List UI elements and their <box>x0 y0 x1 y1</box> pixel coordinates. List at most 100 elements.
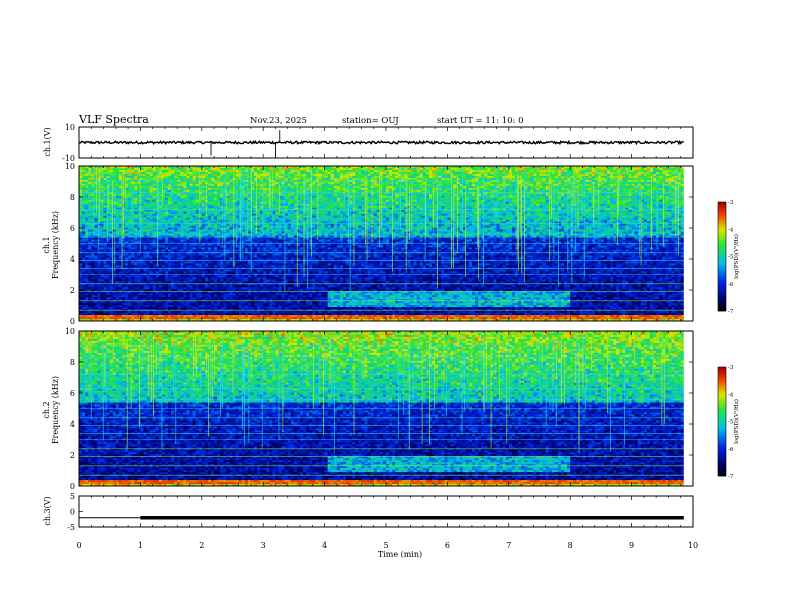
ch1-spectrogram-cell <box>125 196 128 198</box>
ch1-spectrogram-cell <box>199 190 202 192</box>
ch1-spectrogram-cell <box>229 247 232 249</box>
ch1-spectrogram-cell <box>128 265 131 267</box>
ch1-spectrogram-cell <box>174 212 177 214</box>
ch1-spectrogram-cell <box>229 285 232 287</box>
ch1-spectrogram-cell <box>168 261 171 263</box>
ch1-spectrogram-cell <box>128 202 131 204</box>
ch1-spectrogram-cell <box>100 289 103 291</box>
ch1-spectrogram-cell <box>131 216 134 218</box>
ch1-spectrogram-cell <box>177 261 180 263</box>
ch1-spectrogram-cell <box>226 277 229 279</box>
ch1-spectrogram-cell <box>202 293 205 295</box>
ch1-spectrogram-cell <box>97 214 100 216</box>
ch1-spectrogram-cell <box>257 180 260 182</box>
ch1-spectrogram-cell <box>94 313 97 315</box>
ch1-spectrogram-cell <box>211 196 214 198</box>
ch1-spectrogram-cell <box>177 196 180 198</box>
ch1-spectrogram-cell <box>171 232 174 234</box>
ch1-spectrogram-cell <box>147 220 150 222</box>
ch1-spectrogram-cell <box>196 194 199 196</box>
ch1-spectrogram-cell <box>128 255 131 257</box>
ch1-spectrogram-cell <box>226 269 229 271</box>
ch1-spectrogram-cell <box>85 182 88 184</box>
ch1-spectrogram-cell <box>143 196 146 198</box>
ch1-spectrogram-cell <box>168 287 171 289</box>
ch1-spectrogram-cell <box>183 206 186 208</box>
ch1-spectrogram-cell <box>214 176 217 178</box>
ch1-spectrogram-cell <box>174 218 177 220</box>
ch1-spectrogram-cell <box>174 214 177 216</box>
ch1-spectrogram-cell <box>208 202 211 204</box>
ch1-spectrogram-cell <box>220 303 223 305</box>
ch1-spectrogram-cell <box>177 305 180 307</box>
ch1-spectrogram-cell <box>193 255 196 257</box>
ch1-spectrogram-cell <box>88 220 91 222</box>
ch1-spectrogram-cell <box>140 303 143 305</box>
ch1-spectrogram-cell <box>205 301 208 303</box>
ch1-spectrogram-cell <box>180 301 183 303</box>
ch1-spectrogram-cell <box>140 170 143 172</box>
ch1-spectrogram-cell <box>266 293 269 295</box>
ch1-spectrogram-cell <box>128 220 131 222</box>
ch1-spectrogram-cell <box>186 317 189 319</box>
ch1-spectrogram-cell <box>202 188 205 190</box>
ch1-spectrogram-cell <box>131 249 134 251</box>
ch1-spectrogram-cell <box>131 255 134 257</box>
ch1-spectrogram-cell <box>211 182 214 184</box>
ch1-spectrogram-cell <box>180 178 183 180</box>
ch1-spectrogram-cell <box>211 247 214 249</box>
ch1-spectrogram-cell <box>91 230 94 232</box>
ch1-spectrogram-cell <box>202 261 205 263</box>
ch1-spectrogram-cell <box>159 190 162 192</box>
ch1-spectrogram-cell <box>183 295 186 297</box>
ch1-spectrogram-cell <box>88 238 91 240</box>
ch1-spectrogram-cell <box>223 281 226 283</box>
ch1-spectrogram-cell <box>260 311 263 313</box>
ch1-spectrogram-cell <box>174 293 177 295</box>
ch1-spectrogram-cell <box>199 247 202 249</box>
ch1-spectrogram-cell <box>79 255 82 257</box>
ch1-spectrogram-cell <box>208 317 211 319</box>
ch1-spectrogram-cell <box>116 247 119 249</box>
ch1-spectrogram-cell <box>254 168 257 170</box>
ch1-spectrogram-cell <box>269 232 272 234</box>
header-date: Nov.23, 2025 <box>250 116 307 126</box>
ch1-spectrogram-cell <box>82 263 85 265</box>
ch1-spectrogram-cell <box>186 194 189 196</box>
ch1-spectrogram-cell <box>79 317 82 319</box>
ch1-spectrogram-cell <box>162 293 165 295</box>
ch1-spectrogram-cell <box>199 249 202 251</box>
ch1-spectrogram-cell <box>168 214 171 216</box>
ch1-spectrogram-cell <box>229 204 232 206</box>
ch1-spectrogram-cell <box>202 277 205 279</box>
ch1-spectrogram-cell <box>193 226 196 228</box>
ch1-spectrogram-cell <box>91 247 94 249</box>
ch1-spectrogram-cell <box>205 240 208 242</box>
ch1-spectrogram-cell <box>174 255 177 257</box>
ch1-spectrogram-cell <box>208 188 211 190</box>
ch1-spectrogram-cell <box>100 255 103 257</box>
ch1-spectrogram-cell <box>229 287 232 289</box>
ch1-spectrogram-cell <box>180 186 183 188</box>
ch1-spectrogram-cell <box>266 279 269 281</box>
ch1-spectrogram-cell <box>193 172 196 174</box>
ch1-spectrogram-cell <box>143 305 146 307</box>
ch1-spectrogram-cell <box>79 257 82 259</box>
ch1-spectrogram-cell <box>150 307 153 309</box>
ch1-spectrogram-cell <box>104 204 107 206</box>
ch1-spectrogram-cell <box>79 168 82 170</box>
ch1-spectrogram-cell <box>140 204 143 206</box>
ch1-spectrogram-cell <box>214 281 217 283</box>
ch1-spectrogram-cell <box>125 198 128 200</box>
ch1-spectrogram-cell <box>177 220 180 222</box>
ch1-spectrogram-cell <box>245 295 248 297</box>
ch1-spectrogram-cell <box>140 230 143 232</box>
ch1-spectrogram-cell <box>263 224 266 226</box>
ch1-spectrogram-cell <box>193 249 196 251</box>
ch1-spectrogram-cell <box>125 275 128 277</box>
ch1-spectrogram-cell <box>97 315 100 317</box>
ch1-spectrogram-cell <box>245 271 248 273</box>
ch1-spectrogram-cell <box>236 184 239 186</box>
ch1-spectrogram-cell <box>205 303 208 305</box>
ch1-spectrogram-cell <box>229 196 232 198</box>
